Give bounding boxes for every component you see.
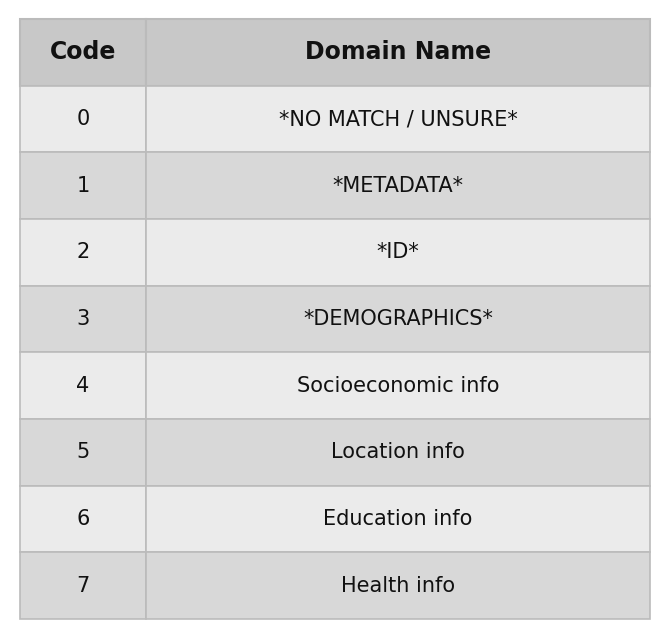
Text: 2: 2 <box>76 242 90 262</box>
Bar <box>20 85 146 152</box>
Bar <box>146 152 650 219</box>
Bar <box>146 553 650 619</box>
Text: *METADATA*: *METADATA* <box>332 175 464 196</box>
Bar <box>20 219 146 286</box>
Bar <box>146 286 650 352</box>
Bar <box>146 419 650 486</box>
Text: 7: 7 <box>76 575 90 595</box>
Text: 4: 4 <box>76 376 90 396</box>
Text: Location info: Location info <box>331 442 465 463</box>
Bar <box>20 486 146 553</box>
Text: 5: 5 <box>76 442 90 463</box>
Text: *NO MATCH / UNSURE*: *NO MATCH / UNSURE* <box>279 109 517 129</box>
Bar <box>20 152 146 219</box>
Text: Socioeconomic info: Socioeconomic info <box>297 376 499 396</box>
Text: Code: Code <box>50 40 117 64</box>
Bar <box>20 286 146 352</box>
Bar <box>20 19 146 85</box>
Bar <box>146 19 650 85</box>
Text: *DEMOGRAPHICS*: *DEMOGRAPHICS* <box>303 309 493 329</box>
Bar <box>20 419 146 486</box>
Text: *ID*: *ID* <box>377 242 419 262</box>
Bar <box>146 486 650 553</box>
Text: 3: 3 <box>76 309 90 329</box>
Bar <box>20 553 146 619</box>
Text: Education info: Education info <box>324 509 472 529</box>
Bar <box>146 219 650 286</box>
Text: 1: 1 <box>76 175 90 196</box>
Bar <box>146 85 650 152</box>
Bar <box>146 352 650 419</box>
Text: Health info: Health info <box>341 575 455 595</box>
Text: 0: 0 <box>76 109 90 129</box>
Text: Domain Name: Domain Name <box>305 40 491 64</box>
Text: 6: 6 <box>76 509 90 529</box>
Bar <box>20 352 146 419</box>
